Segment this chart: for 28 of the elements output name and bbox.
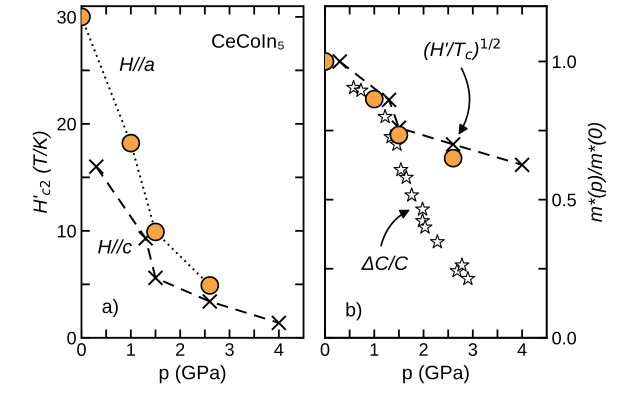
x-tick-label: 1 <box>370 343 378 356</box>
x-axis-title: p (GPa) <box>160 365 226 384</box>
y-tick-label: 0 <box>67 332 76 345</box>
annotation: H//c <box>98 239 132 254</box>
y-tick-label: 20 <box>57 118 76 131</box>
y2-tick-label: 1.0 <box>552 55 576 68</box>
x-axis-title: p (GPa) <box>403 365 469 384</box>
x-tick-label: 3 <box>468 343 478 356</box>
annotation: (H'/T$_{c}$)$^{1/2}$ <box>424 38 500 60</box>
x-tick-label: 0 <box>77 343 86 356</box>
x-tick-label: 2 <box>176 343 184 356</box>
annotation: a) <box>102 298 118 318</box>
annotation: ΔC/C <box>361 256 408 270</box>
annotation: b) <box>346 302 362 320</box>
y-tick-label: 10 <box>58 224 76 238</box>
annotation: CeCoIn₅ <box>212 34 284 50</box>
y2-axis-title: m*(p)/m*(0) <box>588 122 606 222</box>
y-tick-label: 30 <box>57 10 76 24</box>
x-tick-label: 0 <box>320 343 330 356</box>
x-tick-label: 2 <box>419 343 428 356</box>
annotation: H//a <box>120 56 154 72</box>
x-tick-label: 4 <box>517 343 527 356</box>
y-axis-title: H'$_{c2}$ (T/K) <box>32 132 51 214</box>
y2-tick-label: 0.5 <box>552 194 576 206</box>
x-tick-label: 4 <box>274 343 284 356</box>
x-tick-label: 3 <box>225 343 234 356</box>
x-tick-label: 1 <box>127 343 135 356</box>
y2-tick-label: 0.0 <box>552 332 576 345</box>
